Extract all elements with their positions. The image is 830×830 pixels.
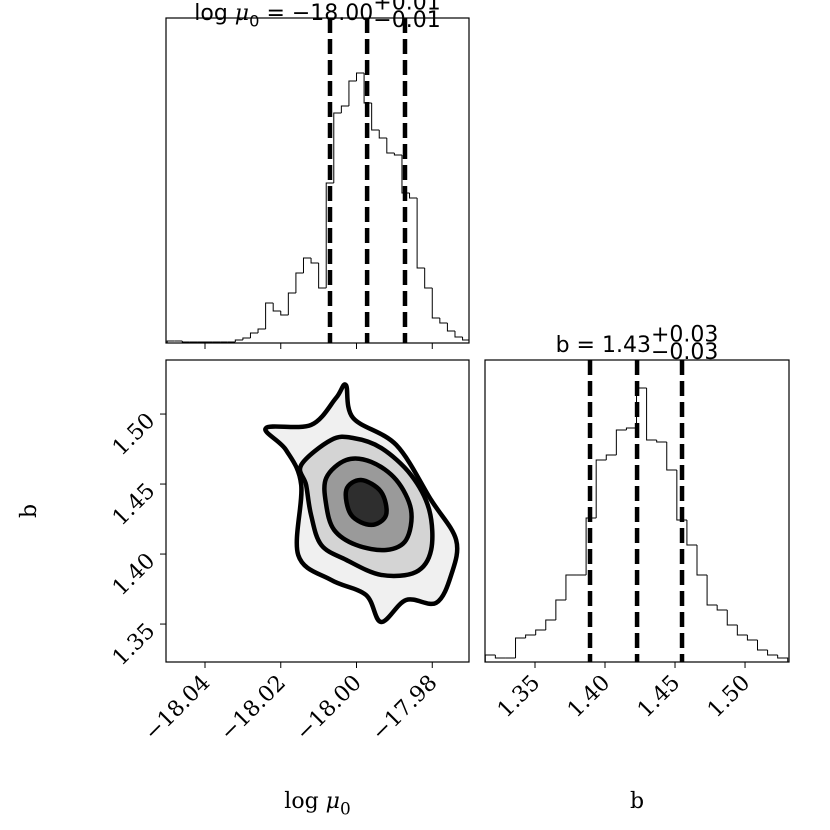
- histogram-bin: [371, 103, 380, 131]
- x-tick-label: 1.50: [703, 671, 755, 723]
- histogram-bin: [484, 654, 496, 662]
- x-label-symbol: μ: [326, 789, 340, 814]
- title-plus: +0.01: [373, 0, 440, 16]
- histogram-bin: [409, 193, 418, 199]
- title-subscript: 0: [249, 11, 259, 30]
- histogram-bin: [265, 302, 274, 329]
- x-tick-label: −18.02: [216, 671, 291, 746]
- histogram-bin: [234, 339, 243, 342]
- histogram-bin: [439, 318, 448, 324]
- histogram-bin: [325, 182, 334, 288]
- histogram-bin: [446, 323, 455, 332]
- title-minus: −0.01: [373, 8, 440, 33]
- y-tick-label: 1.40: [108, 549, 160, 601]
- histogram-bin: [257, 328, 266, 333]
- x-label-text: log: [284, 789, 325, 814]
- histogram-bin: [686, 520, 698, 546]
- histogram-bin: [656, 440, 667, 443]
- histogram-bin: [605, 454, 617, 460]
- histogram-bin: [310, 258, 319, 264]
- title-label: log: [194, 1, 235, 26]
- panel: [484, 360, 789, 662]
- y-tick-label: 1.35: [108, 619, 160, 671]
- title-label: b: [556, 333, 570, 358]
- axes-frame: [165, 359, 470, 663]
- y-tick-label: 1.50: [108, 409, 160, 461]
- x-tick-label: 1.40: [563, 671, 615, 723]
- x-axis-label: b: [630, 789, 644, 814]
- title-plus: +0.03: [651, 323, 718, 348]
- histogram-bin: [706, 575, 718, 606]
- histogram-bin: [356, 72, 365, 81]
- title-symbol: μ: [235, 1, 249, 26]
- histogram-bin: [424, 268, 433, 289]
- histogram-bin: [585, 517, 597, 575]
- x-tick-label: −17.98: [367, 671, 442, 746]
- histogram-bin: [166, 340, 175, 343]
- histogram-bin: [378, 130, 387, 139]
- histogram-bin: [595, 459, 607, 518]
- title: log μ0 = −18.00: [194, 1, 373, 30]
- y-axis-label: b: [17, 504, 42, 518]
- axes-frame: [165, 17, 470, 344]
- panel: [263, 382, 460, 625]
- x-label-subscript: 0: [340, 799, 351, 819]
- histogram-bin: [515, 637, 526, 658]
- histogram-bin: [696, 545, 708, 576]
- histogram-bin: [555, 599, 566, 620]
- axes-frame: [484, 359, 790, 663]
- y-tick-label: 1.45: [108, 479, 160, 531]
- x-tick-label: 1.35: [493, 671, 545, 723]
- histogram-bin: [318, 263, 327, 289]
- histogram-bin: [242, 337, 251, 340]
- histogram-bin: [494, 655, 506, 659]
- histogram-bin: [393, 153, 402, 156]
- histogram-bin: [756, 640, 768, 651]
- title: b = 1.43: [556, 333, 651, 358]
- histogram-bin: [666, 442, 677, 471]
- histogram-bin: [525, 634, 536, 638]
- histogram-bin: [272, 303, 281, 312]
- histogram-bin: [295, 272, 304, 293]
- histogram-bin: [777, 655, 789, 662]
- histogram-bin: [615, 429, 627, 455]
- histogram-bin: [280, 311, 289, 316]
- histogram-bin: [726, 610, 738, 626]
- histogram-bin: [746, 635, 758, 641]
- histogram-bin: [454, 331, 463, 338]
- histogram-bin: [462, 337, 470, 343]
- histogram-bin: [416, 198, 425, 269]
- histogram-bin: [348, 80, 357, 106]
- histogram-bin: [625, 427, 637, 430]
- title-value: = −18.00: [259, 1, 373, 26]
- histogram-bin: [386, 138, 395, 154]
- x-tick-label: 1.45: [633, 671, 685, 723]
- contour: [343, 477, 389, 528]
- panel: [166, 18, 470, 343]
- histogram-bin: [333, 112, 342, 183]
- x-tick-label: −18.04: [140, 671, 215, 746]
- histogram-bin: [302, 257, 312, 273]
- histogram-bin: [287, 292, 296, 315]
- histogram-bin: [646, 388, 657, 441]
- histogram-bin: [181, 341, 190, 343]
- x-tick-label: −18.00: [292, 671, 367, 746]
- histogram-bin: [545, 619, 556, 630]
- title-minus: −0.03: [651, 340, 718, 365]
- histogram-bin: [431, 288, 440, 319]
- histogram-bin: [736, 625, 748, 636]
- title: log μ0: [284, 789, 350, 819]
- histogram-bin: [767, 650, 778, 656]
- title-value: = 1.43: [570, 333, 651, 358]
- histogram-bin: [535, 629, 546, 635]
- histogram-bin: [716, 605, 728, 611]
- histogram-bin: [249, 332, 259, 338]
- histogram-bin: [565, 574, 577, 600]
- histogram-bin: [340, 105, 349, 113]
